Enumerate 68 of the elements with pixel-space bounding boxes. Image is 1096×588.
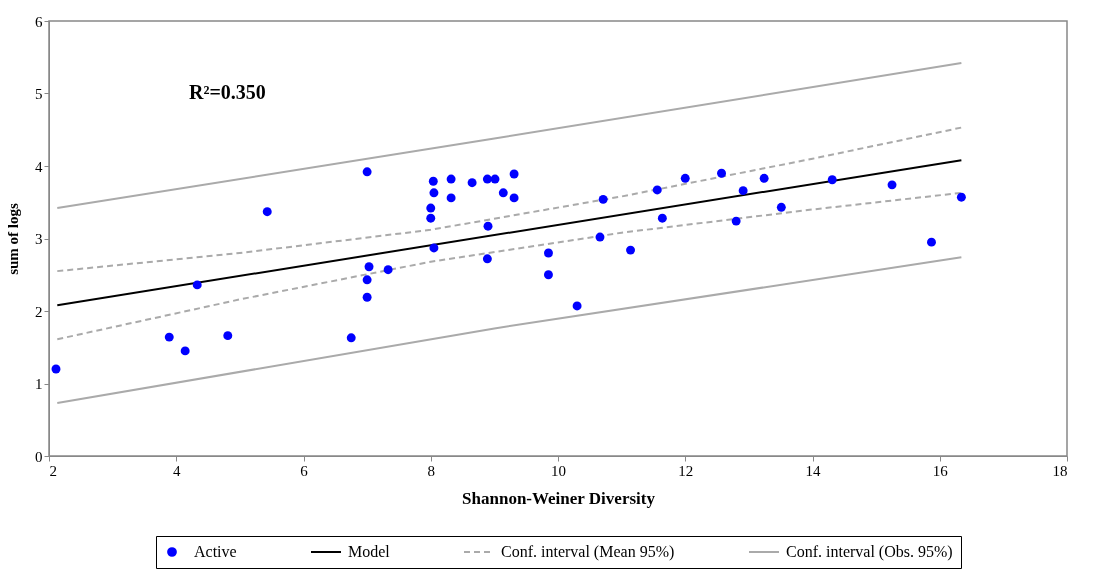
point: [731, 216, 741, 226]
point: [657, 213, 667, 223]
point: [429, 188, 439, 198]
x-axis-title: Shannon-Weiner Diversity: [462, 488, 656, 508]
point: [180, 346, 190, 356]
point: [446, 193, 456, 203]
x-tick-label: 4: [173, 462, 181, 479]
point: [543, 248, 553, 258]
x-tick-label: 16: [932, 462, 949, 479]
point: [490, 174, 500, 184]
y-tick-label: 4: [35, 158, 43, 175]
point: [426, 203, 436, 213]
point: [598, 194, 608, 204]
legend-label: Conf. interval (Mean 95%): [501, 543, 675, 561]
y-tick-label: 3: [35, 231, 43, 247]
point: [956, 192, 966, 202]
x-tick-label: 12: [678, 462, 694, 479]
point: [51, 364, 61, 374]
point: [428, 176, 438, 186]
point: [572, 301, 582, 311]
y-tick-label: 6: [35, 13, 43, 30]
point: [482, 254, 492, 264]
point: [223, 331, 233, 341]
point: [467, 178, 477, 188]
point: [927, 237, 936, 247]
point: [346, 333, 356, 343]
point: [776, 202, 786, 212]
point: [383, 265, 393, 275]
point: [364, 262, 374, 272]
point: [652, 185, 662, 195]
point: [887, 180, 897, 190]
point: [446, 174, 456, 184]
point: [429, 243, 439, 253]
point: [717, 168, 726, 178]
point: [759, 173, 769, 183]
annotation: R²=0.350: [189, 81, 266, 103]
point: [164, 332, 174, 342]
x-tick-label: 2: [49, 462, 57, 479]
point: [426, 213, 436, 223]
point: [362, 292, 372, 302]
point: [543, 270, 553, 280]
x-tick-label: 8: [427, 462, 435, 479]
point: [483, 221, 493, 231]
x-tick-label: 6: [300, 462, 309, 479]
point: [509, 169, 519, 179]
point: [498, 188, 508, 198]
x-tick-label: 18: [1052, 462, 1068, 479]
y-tick-label: 1: [35, 376, 43, 392]
point: [827, 175, 837, 185]
legend-label: Model: [348, 543, 391, 560]
x-tick-label: 14: [805, 462, 821, 479]
point: [362, 275, 372, 285]
point: [680, 173, 690, 183]
point: [626, 245, 635, 255]
point: [362, 167, 372, 177]
line-series: [56, 126, 963, 273]
point: [192, 280, 202, 290]
point: [262, 207, 272, 217]
y-tick-label: 5: [35, 86, 43, 102]
y-tick-label: 0: [35, 448, 43, 465]
x-tick-label: 10: [551, 462, 566, 479]
point: [738, 186, 748, 196]
y-axis-title: sum of logs: [5, 203, 21, 275]
point: [509, 193, 519, 203]
y-tick-label: 2: [35, 303, 43, 320]
legend-label: Active: [194, 543, 237, 560]
point: [595, 232, 605, 242]
legend-label: Conf. interval (Obs. 95%): [786, 543, 953, 561]
